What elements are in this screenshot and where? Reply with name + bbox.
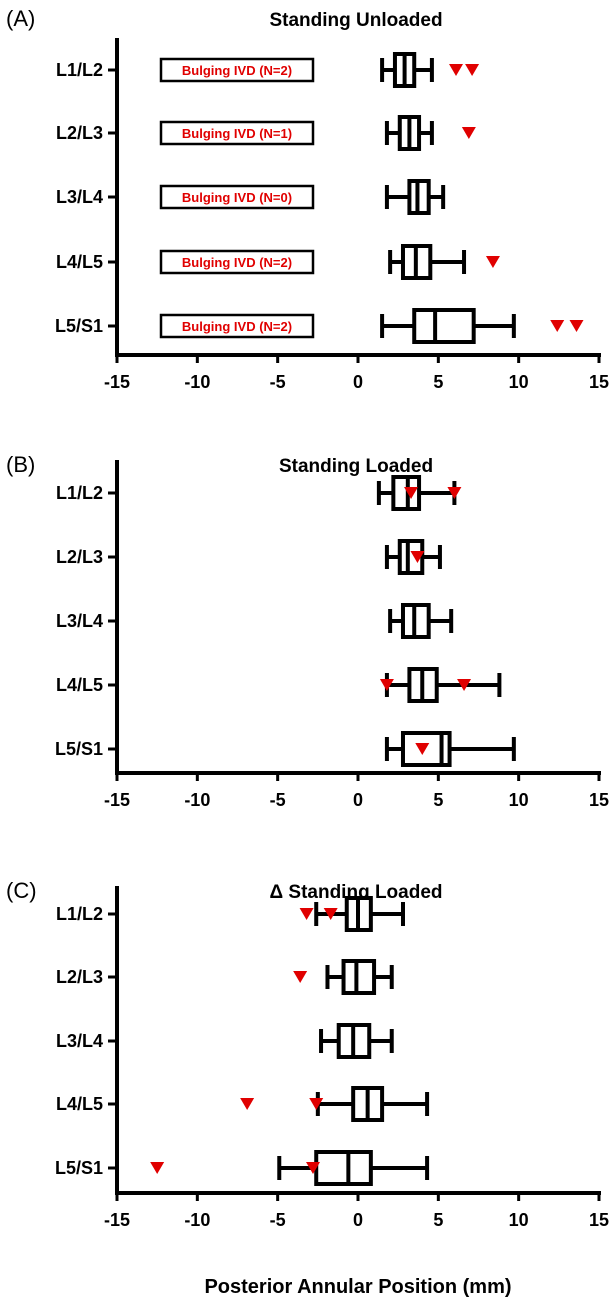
outlier-marker [309, 1098, 324, 1110]
x-tick-label: -15 [104, 790, 130, 810]
x-tick-label: -15 [104, 372, 130, 392]
category-label: L1/L2 [56, 60, 103, 80]
x-tick-label: 15 [589, 790, 609, 810]
outlier-marker [306, 1162, 321, 1174]
annotation-frame [159, 120, 315, 146]
annotation-box: Bulging IVD (N=0) [159, 184, 315, 210]
panel-b: (B) Standing Loaded -15 -10 -5 0 5 10 15 L1/L2 L… [6, 452, 609, 810]
panel-c: (C) Δ Standing Loaded Posterior Annular … [6, 878, 609, 1298]
x-tick-label: 10 [509, 1210, 529, 1230]
x-tick-label: -5 [270, 372, 286, 392]
box-iqr [397, 539, 425, 575]
box-iqr [412, 308, 476, 344]
outlier-marker [150, 1162, 165, 1174]
x-tick-label: -10 [184, 790, 210, 810]
outlier-marker [410, 551, 425, 563]
outlier-marker [404, 487, 419, 499]
annotation-box: Bulging IVD (N=2) [159, 57, 315, 83]
outlier-marker [379, 679, 394, 691]
annotation-box: Bulging IVD (N=1) [159, 120, 315, 146]
panel-label: (C) [6, 878, 37, 903]
x-tick-label: 0 [353, 790, 363, 810]
panel-title: Δ Standing Loaded [269, 882, 442, 903]
panel-label: (B) [6, 452, 35, 477]
annotation-text: Bulging IVD (N=2) [182, 319, 292, 334]
category-label: L3/L4 [56, 187, 103, 207]
outlier-marker [461, 127, 476, 139]
category-label: L3/L4 [56, 611, 103, 631]
x-tick-label: 0 [353, 1210, 363, 1230]
outlier-marker [485, 256, 500, 268]
outlier-marker [550, 320, 565, 332]
annotation-text: Bulging IVD (N=2) [182, 63, 292, 78]
panel-title: Standing Unloaded [269, 10, 442, 31]
outlier-marker [323, 908, 338, 920]
annotation-frame [159, 249, 315, 275]
x-tick-label: -5 [270, 1210, 286, 1230]
panel-a: (A) Standing Unloaded -15 -10 -5 0 5 10 15 L1/L… [6, 6, 609, 392]
category-label: L4/L5 [56, 1094, 103, 1114]
category-label: L3/L4 [56, 1031, 103, 1051]
x-tick-label: -5 [270, 790, 286, 810]
x-tick-label: -10 [184, 1210, 210, 1230]
x-tick-label: -10 [184, 372, 210, 392]
annotation-frame [159, 184, 315, 210]
category-label: L5/S1 [55, 739, 103, 759]
x-tick-label: 15 [589, 372, 609, 392]
category-label: L2/L3 [56, 547, 103, 567]
x-tick-label: 10 [509, 790, 529, 810]
annotation-text: Bulging IVD (N=1) [182, 126, 292, 141]
x-tick-label: -15 [104, 1210, 130, 1230]
panel-label: (A) [6, 6, 35, 31]
outlier-marker [299, 908, 314, 920]
annotation-frame [159, 57, 315, 83]
annotation-box: Bulging IVD (N=2) [159, 249, 315, 275]
category-label: L2/L3 [56, 967, 103, 987]
outlier-marker [569, 320, 584, 332]
category-label: L1/L2 [56, 483, 103, 503]
box-iqr [314, 1150, 373, 1186]
x-tick-label: 0 [353, 372, 363, 392]
outlier-marker [465, 64, 480, 76]
box-iqr [341, 959, 377, 995]
outlier-marker [447, 487, 462, 499]
outlier-marker [415, 743, 430, 755]
annotation-frame [159, 313, 315, 339]
outlier-marker [240, 1098, 255, 1110]
outlier-marker [293, 971, 308, 983]
x-axis-title: Posterior Annular Position (mm) [204, 1276, 511, 1298]
x-tick-label: 10 [509, 372, 529, 392]
x-tick-label: 15 [589, 1210, 609, 1230]
outlier-marker [449, 64, 464, 76]
annotation-text: Bulging IVD (N=2) [182, 255, 292, 270]
category-label: L5/S1 [55, 1158, 103, 1178]
panel-title: Standing Loaded [279, 456, 433, 477]
annotation-box: Bulging IVD (N=2) [159, 313, 315, 339]
category-label: L1/L2 [56, 904, 103, 924]
outlier-marker [457, 679, 472, 691]
category-label: L5/S1 [55, 316, 103, 336]
x-tick-label: 5 [433, 1210, 443, 1230]
category-label: L4/L5 [56, 675, 103, 695]
x-tick-label: 5 [433, 790, 443, 810]
category-label: L2/L3 [56, 123, 103, 143]
annotation-text: Bulging IVD (N=0) [182, 190, 292, 205]
x-tick-label: 5 [433, 372, 443, 392]
category-label: L4/L5 [56, 252, 103, 272]
